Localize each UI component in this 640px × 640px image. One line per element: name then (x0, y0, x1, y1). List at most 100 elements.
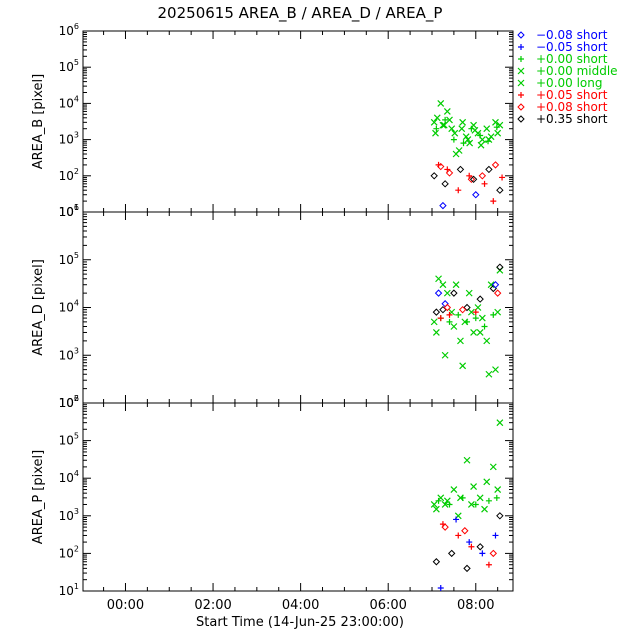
series (432, 308, 502, 378)
data-point (460, 140, 467, 147)
series (435, 494, 500, 508)
data-point (437, 99, 445, 107)
data-point (478, 314, 486, 322)
data-point (483, 125, 491, 133)
data-point (492, 532, 499, 539)
data-point (470, 483, 478, 490)
data-point (430, 172, 438, 180)
data-point (461, 527, 469, 535)
y-axis-label: AREA_P [pixel] (31, 450, 46, 544)
data-point (430, 318, 438, 326)
data-point (441, 180, 449, 188)
data-point (448, 125, 456, 133)
data-point (441, 523, 449, 531)
data-point (463, 303, 471, 312)
data-point (496, 186, 504, 194)
legend-label: −0.05 short (536, 40, 608, 54)
data-point (493, 124, 500, 131)
series (432, 263, 504, 316)
data-point (493, 289, 502, 297)
data-point (494, 129, 502, 137)
data-point (452, 150, 460, 158)
data-point (492, 118, 499, 126)
y-tick-label: 105 (59, 58, 79, 74)
legend-label: +0.00 middle (536, 64, 618, 78)
data-point (458, 305, 467, 314)
y-tick-label: 103 (59, 507, 79, 523)
data-point (430, 501, 438, 508)
series (432, 486, 502, 520)
data-point (468, 543, 475, 550)
legend-marker (518, 44, 524, 50)
legend-entry: +0.08 short (517, 100, 608, 114)
data-point (446, 501, 453, 508)
series (432, 512, 504, 573)
series (441, 523, 498, 558)
data-point (476, 494, 484, 502)
data-point (481, 505, 488, 513)
data-point (453, 516, 460, 523)
series (443, 289, 502, 314)
data-point (467, 501, 475, 508)
data-point (457, 337, 464, 345)
data-point (446, 318, 453, 325)
legend-marker (517, 79, 525, 87)
data-point (432, 308, 441, 316)
data-point (467, 308, 475, 316)
data-point (456, 165, 465, 174)
data-point (439, 201, 447, 210)
y-tick-label: 105 (59, 432, 79, 448)
data-point (493, 494, 500, 501)
data-point (443, 289, 451, 297)
data-point (485, 497, 492, 504)
data-point (435, 497, 442, 504)
data-point (485, 370, 493, 378)
data-point (476, 329, 484, 336)
data-point (494, 308, 502, 316)
data-point (446, 116, 453, 124)
data-point (459, 494, 466, 501)
data-point (466, 539, 473, 546)
data-point (485, 561, 492, 568)
y-tick-label: 103 (59, 131, 79, 147)
data-point (463, 564, 471, 573)
data-point (441, 300, 449, 308)
legend-entry: +0.00 long (517, 76, 603, 90)
data-point (437, 162, 445, 171)
x-tick-label: 04:00 (282, 598, 319, 613)
data-point (496, 419, 504, 427)
y-tick-label: 104 (59, 299, 79, 315)
series (439, 191, 480, 210)
data-point (476, 543, 484, 551)
data-point (491, 161, 500, 169)
data-point (472, 501, 479, 508)
x-axis-labels: 00:00 02:00 04:00 06:00 08:00 (107, 598, 495, 613)
data-point (439, 281, 447, 289)
data-point (451, 129, 459, 137)
data-point (463, 456, 471, 464)
y-tick-label: 106 (59, 394, 79, 410)
data-point (445, 169, 454, 177)
data-point (458, 125, 466, 133)
panel-frame (82, 211, 514, 404)
legend-marker (518, 56, 524, 62)
y-tick-label: 104 (59, 469, 79, 485)
data-point (478, 172, 487, 180)
legend-marker (517, 31, 525, 39)
data-point (490, 198, 497, 205)
x-tick-label: 02:00 (194, 598, 231, 613)
data-point (455, 187, 462, 194)
data-point (492, 366, 499, 374)
data-point (467, 175, 476, 184)
y-axis-label: AREA_B [pixel] (31, 74, 46, 170)
data-point (483, 337, 491, 345)
data-point (430, 118, 438, 126)
data-point (470, 329, 478, 336)
x-axis-label: Start Time (14-Jun-25 23:00:00) (196, 615, 404, 630)
data-point (489, 463, 497, 471)
x-tick-label: 00:00 (107, 598, 144, 613)
y-tick-label: 104 (59, 94, 79, 110)
